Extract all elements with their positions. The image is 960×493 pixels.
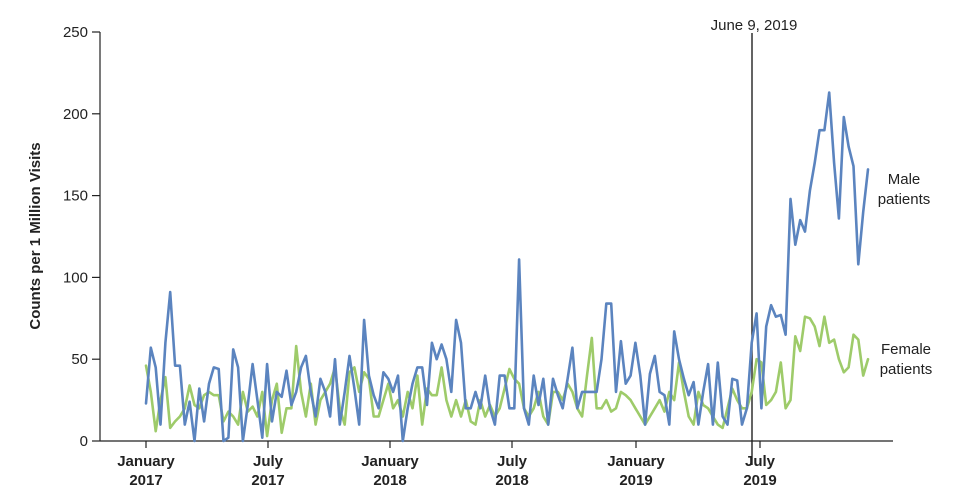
x-tick-label-1-line2: 2017 [251,472,284,489]
y-ticks: 0 50 100 150 200 250 [63,24,100,450]
x-tick-label-5-line1: July [745,453,776,470]
y-tick-label-50: 50 [71,351,88,368]
male-label-line2: patients [878,191,931,208]
x-tick-label-1-line1: July [253,453,284,470]
x-tick-label-4-line2: 2019 [619,472,652,489]
y-axis-title: Counts per 1 Million Visits [27,142,44,329]
female-label-line2: patients [880,361,933,378]
x-tick-label-3-line1: July [497,453,528,470]
plot-area [144,91,870,443]
y-tick-label-150: 150 [63,188,88,205]
male-label-line1: Male [888,171,921,188]
x-tick-label-3-line2: 2018 [495,472,528,489]
x-tick-label-2-line1: January [361,453,419,470]
y-tick-label-200: 200 [63,106,88,123]
x-tick-label-4-line1: January [607,453,665,470]
x-tick-label-2-line2: 2018 [373,472,406,489]
y-tick-label-0: 0 [80,433,88,450]
y-tick-label-250: 250 [63,24,88,41]
event-label: June 9, 2019 [711,17,798,34]
series-line-male-patients [144,91,870,443]
female-label-line1: Female [881,341,931,358]
x-tick-label-0-line2: 2017 [129,472,162,489]
y-tick-label-100: 100 [63,269,88,286]
x-tick-label-0-line1: January [117,453,175,470]
x-tick-label-5-line2: 2019 [743,472,776,489]
x-ticks: January 2017 July 2017 January 2018 July 2018 Ja… [117,441,777,489]
series-labels: Male patients Female patients [878,171,933,378]
axes [99,32,893,442]
